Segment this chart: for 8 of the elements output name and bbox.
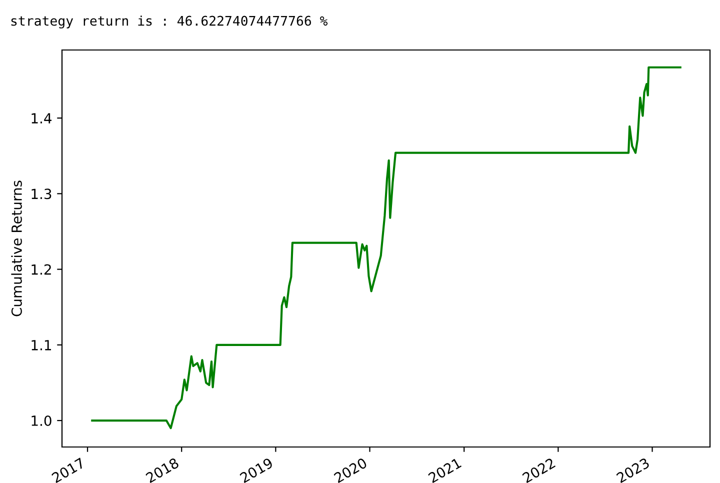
y-tick-label: 1.3: [32, 188, 52, 200]
y-axis-title: Cumulative Returns: [11, 180, 22, 316]
line-series: [91, 66, 682, 430]
y-tick-label: 1.4: [32, 113, 52, 124]
y-tick-label: 1.1: [32, 340, 51, 350]
y-tick-label: 1.0: [32, 416, 52, 426]
chart-title: strategy return is : 46.62274074477766 %: [11, 16, 328, 28]
y-tick-label: 1.2: [32, 264, 51, 275]
